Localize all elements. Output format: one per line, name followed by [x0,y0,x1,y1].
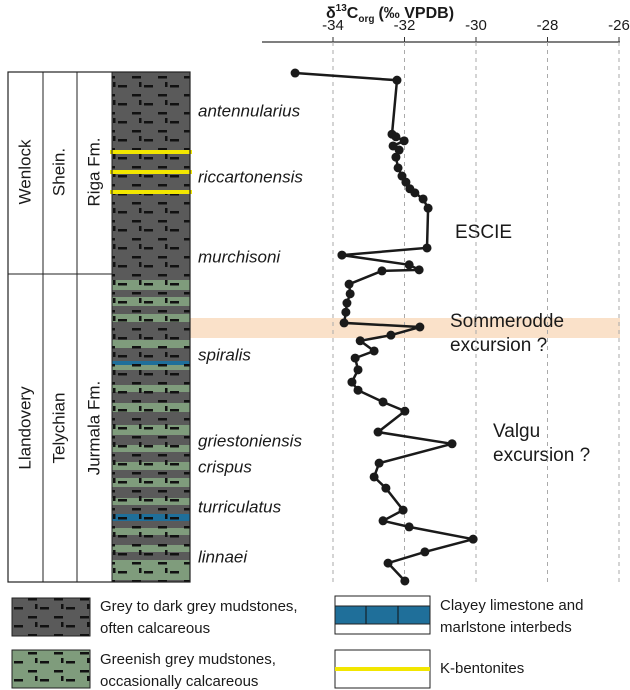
data-point [398,505,408,515]
x-tick-label: -30 [465,17,487,34]
annotation: excursion ? [450,335,547,356]
stage-label: Shein. [49,148,68,196]
legend-swatch-pattern [12,598,90,636]
legend-text: Clayey limestone and [440,597,583,614]
legend-text: marlstone interbeds [440,619,572,636]
data-point [377,266,387,276]
data-point [399,136,409,146]
data-point [350,353,360,363]
legend-text: K-bentonites [440,660,524,677]
title-unit: (‰ VPDB) [378,5,454,22]
data-point [418,194,428,204]
data-point [337,250,347,260]
formation-label: Jurmala Fm. [84,381,103,475]
series-label: Wenlock [15,139,34,204]
data-point [369,346,379,356]
data-point [381,483,391,493]
data-point [420,547,430,557]
legend-text: often calcareous [100,620,210,637]
data-point [373,427,383,437]
stage-label: Telychian [49,393,68,464]
data-point [386,330,396,340]
data-point [394,145,404,155]
data-point [415,322,425,332]
data-point [404,260,414,270]
data-point [383,558,393,568]
lithology-column [110,72,192,582]
data-point [391,132,401,142]
zone-label: spiralis [198,345,251,364]
data-point [423,203,433,213]
data-point [378,397,388,407]
zone-label: turriculatus [198,497,282,516]
annotation: Valgu [493,421,540,442]
data-point [290,68,300,78]
legend-swatch-limestone [334,605,431,625]
data-point [410,188,420,198]
title-sub: org [358,14,374,25]
data-point [369,472,379,482]
data-point [468,534,478,544]
data-point [353,365,363,375]
zone-label: linnaei [198,547,248,566]
data-point [342,298,352,308]
zone-label: murchisoni [198,247,281,266]
zone-label: antennularius [198,101,301,120]
annotation: ESCIE [455,222,512,243]
data-point [345,289,355,299]
x-tick-label: -28 [537,17,559,34]
title-base: C [347,5,359,22]
x-tick-label: -34 [322,17,344,34]
zone-label: riccartonensis [198,167,303,186]
data-point [400,576,410,586]
formation-label: Riga Fm. [84,138,103,207]
data-point [341,307,351,317]
data-point [404,522,414,532]
x-tick-label: -32 [394,17,416,34]
data-point [339,318,349,328]
axis-title: δ13Corg (‰ VPDB) [326,3,454,25]
zone-label: griestoniensis [198,431,302,450]
data-point [353,385,363,395]
data-point [392,75,402,85]
annotation: Sommerodde [450,311,564,332]
data-point [378,516,388,526]
lithology-pattern [112,72,190,582]
data-point [374,458,384,468]
data-point [347,377,357,387]
column-frame [7,71,191,583]
excursion-band [190,318,620,338]
data-point [393,163,403,173]
legend-text: Grey to dark grey mudstones, [100,598,298,615]
series-label: Llandovery [15,386,34,470]
title-symbol: δ [326,5,336,22]
title-sup: 13 [336,3,348,14]
data-point [344,279,354,289]
data-point [422,243,432,253]
annotation: excursion ? [493,445,590,466]
data-point [414,265,424,275]
zone-label: crispus [198,457,252,476]
legend-text: occasionally calcareous [100,673,258,690]
data-point [447,439,457,449]
x-tick-label: -26 [608,17,630,34]
data-point [401,177,411,187]
data-point [355,336,365,346]
legend-swatch-pattern [12,650,90,688]
data-point [391,152,401,162]
data-point [400,406,410,416]
legend-text: Greenish grey mudstones, [100,651,276,668]
